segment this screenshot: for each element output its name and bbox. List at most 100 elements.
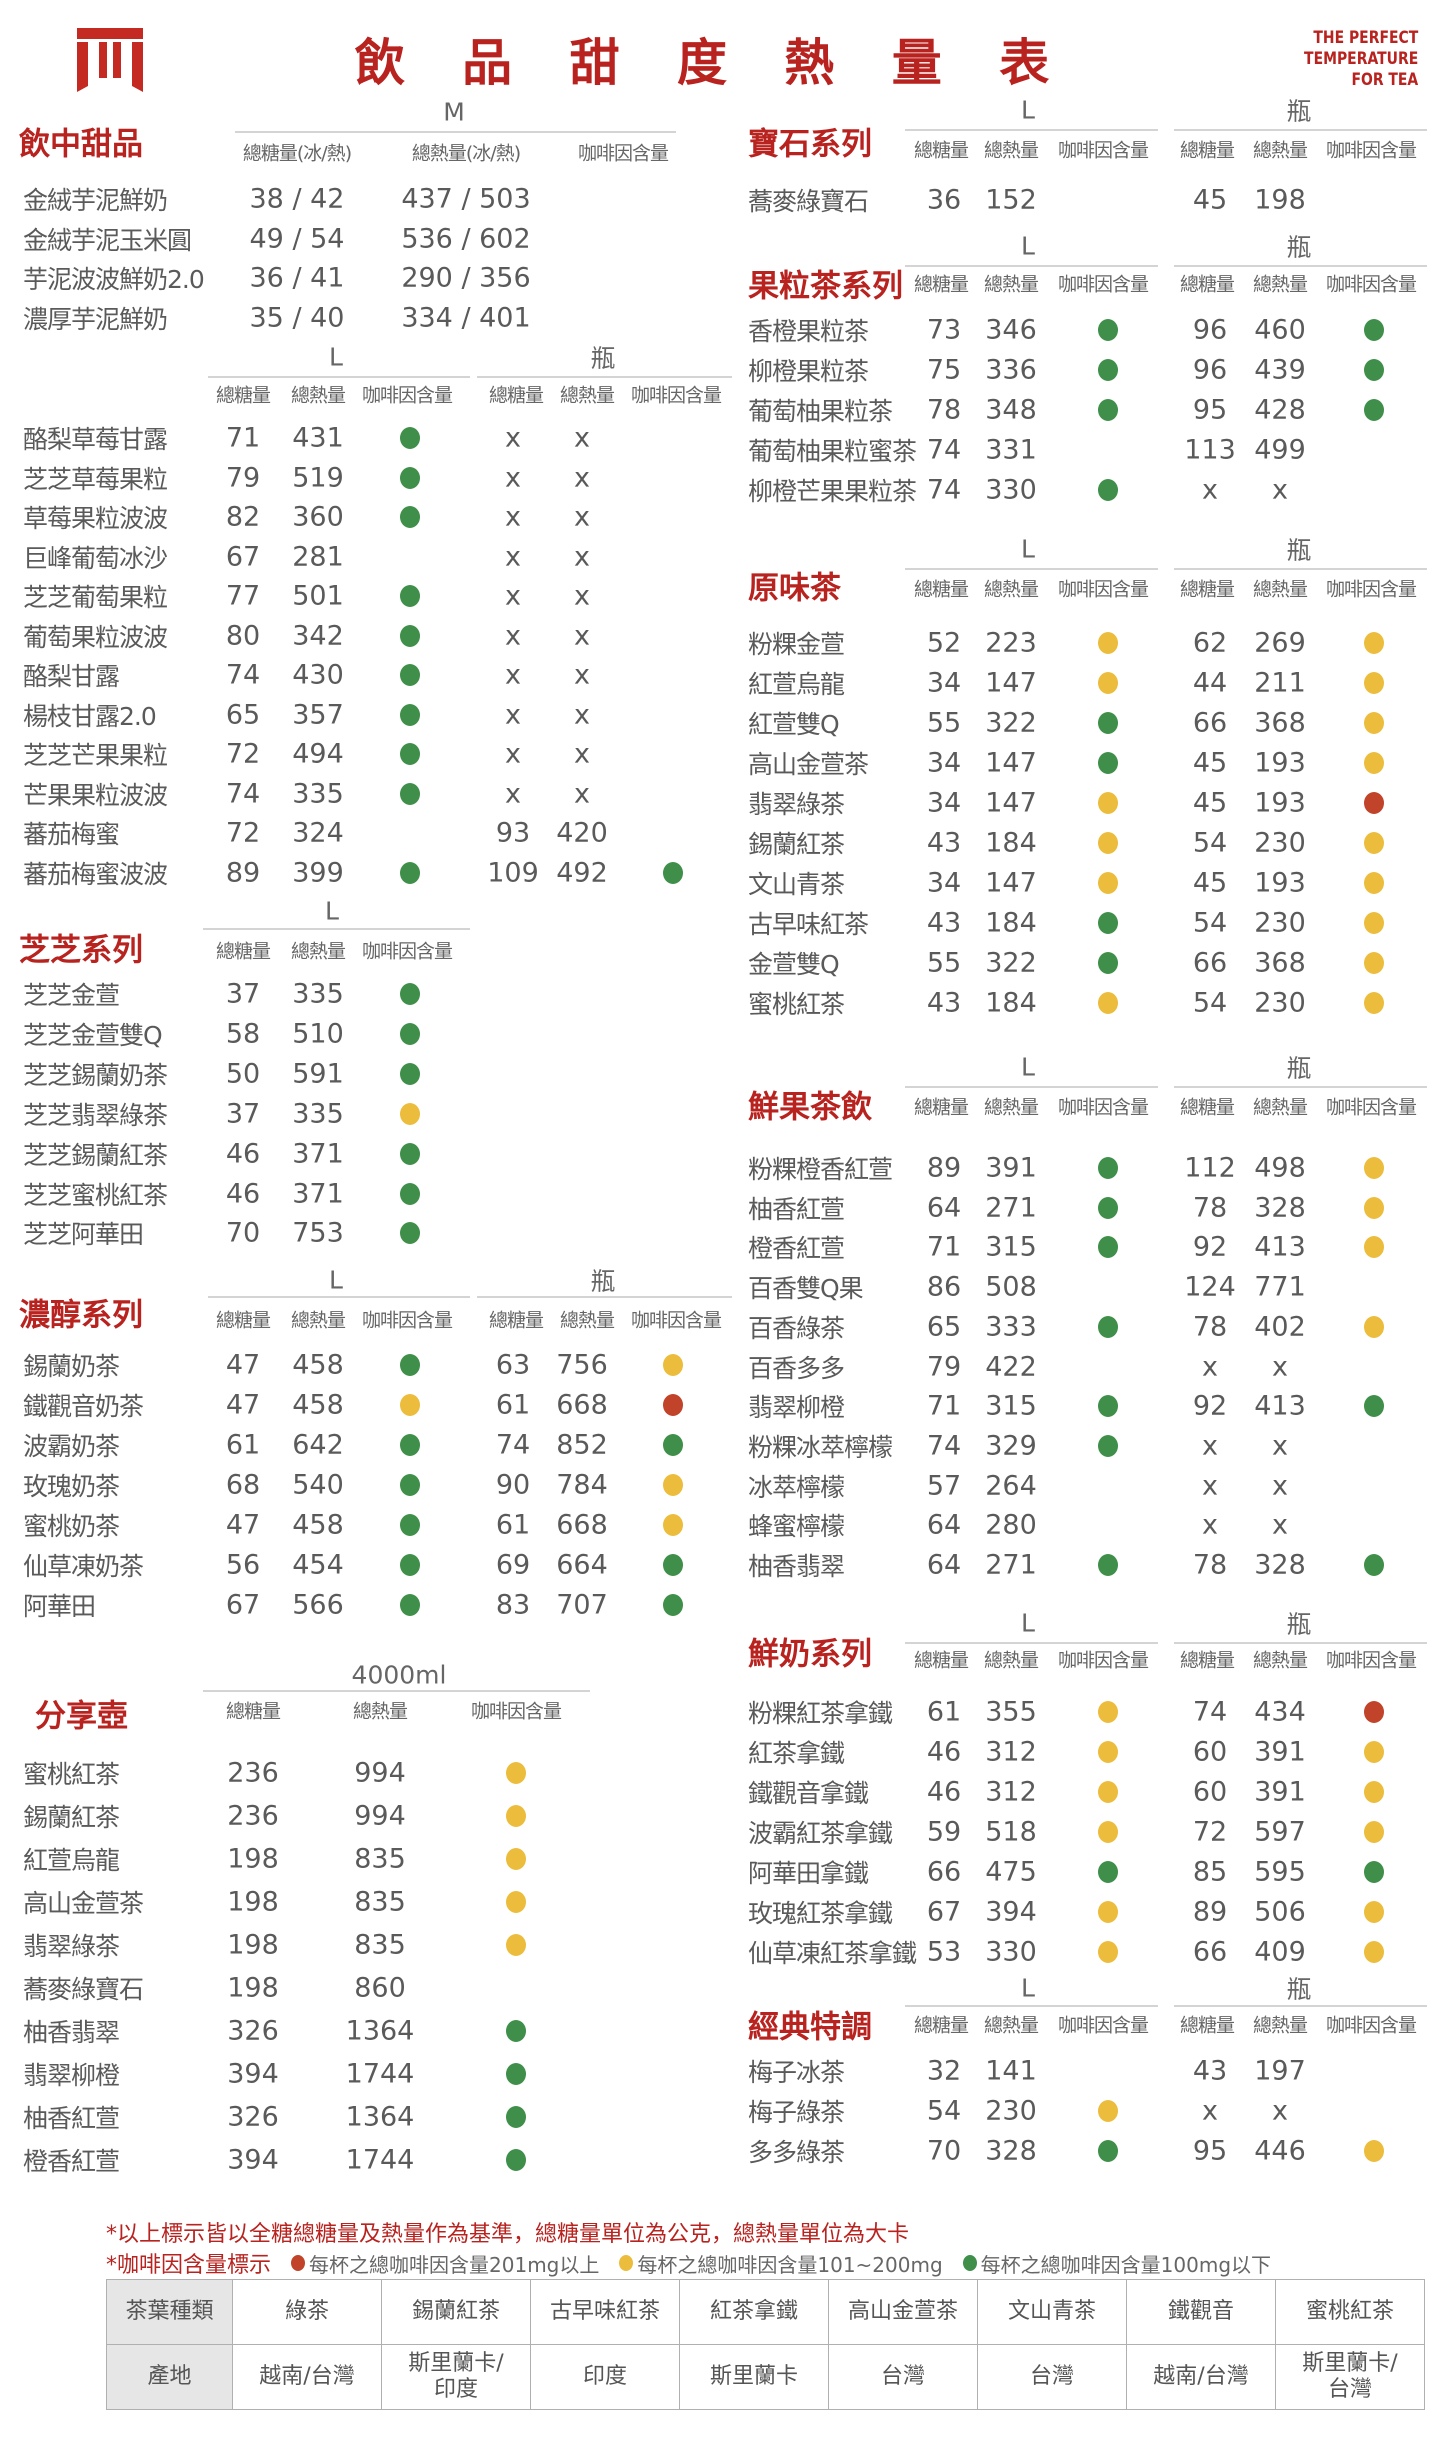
tea-cell: 文山青茶 <box>977 2279 1127 2345</box>
calorie-value: 348 <box>985 394 1037 426</box>
sugar-value: 74 <box>225 778 261 809</box>
drink-name: 葡萄柚果粒茶 <box>748 397 893 426</box>
drink-name: 百香雙Q果 <box>748 1274 864 1304</box>
size-label: L <box>325 896 339 926</box>
bottle-sugar-value: x <box>505 580 521 612</box>
sugar-value: 89 <box>926 1152 962 1184</box>
sugar-value: 50 <box>225 1058 261 1090</box>
column-header: 總糖量 <box>1179 1649 1235 1672</box>
sugar-value: 198 <box>227 1886 279 1918</box>
size-divider <box>905 1086 1158 1088</box>
bottle-calorie-value: 668 <box>556 1509 608 1541</box>
green-caffeine-dot-icon <box>400 782 420 805</box>
column-header: 咖啡因含量 <box>1325 1649 1417 1672</box>
yellow-caffeine-dot-icon <box>1098 832 1118 854</box>
calorie-value: 501 <box>292 580 344 612</box>
green-caffeine-dot-icon <box>1098 1395 1118 1418</box>
bottle-sugar-value: x <box>1202 1351 1218 1382</box>
bottle-sugar-value: 72 <box>1192 1816 1228 1848</box>
calorie-value: 322 <box>985 707 1037 739</box>
calorie-value: 315 <box>985 1231 1037 1263</box>
sugar-value: 70 <box>926 2135 962 2167</box>
red-caffeine-dot-icon <box>663 1394 683 1416</box>
calorie-value: 271 <box>985 1192 1037 1224</box>
green-caffeine-dot-icon <box>663 1594 683 1616</box>
bottle-sugar-value: x <box>1202 2095 1218 2127</box>
origin-cell: 台灣 <box>977 2344 1127 2410</box>
sugar-value: 198 <box>227 1972 279 2004</box>
sugar-value: 64 <box>926 1192 962 1224</box>
yellow-caffeine-dot-icon <box>1364 632 1384 654</box>
origin-cell: 斯里蘭卡/ 台灣 <box>1275 2344 1425 2410</box>
section-title: 原味茶 <box>748 570 841 607</box>
size-divider <box>905 1642 1158 1644</box>
bottle-sugar-value: 96 <box>1192 314 1228 346</box>
drink-name: 紅萱雙Q <box>748 710 840 739</box>
drink-name: 柚香翡翠 <box>748 1552 845 1581</box>
green-caffeine-dot-icon <box>400 506 420 528</box>
drink-name: 香橙果粒茶 <box>748 317 869 346</box>
size-label: M <box>443 97 465 127</box>
bottle-calorie-value: 391 <box>1254 1736 1306 1768</box>
yellow-caffeine-dot-icon <box>1364 872 1384 894</box>
row-header: 茶葉種類 <box>106 2279 233 2345</box>
calorie-value: 458 <box>292 1349 344 1381</box>
drink-name: 粉粿紅茶拿鐵 <box>748 1699 893 1728</box>
column-header: 總糖量 <box>913 2014 969 2037</box>
drink-name: 蕎麥綠寶石 <box>23 1975 144 2004</box>
calorie-value: 141 <box>985 2055 1037 2087</box>
drink-name: 翡翠柳橙 <box>23 2061 120 2090</box>
bottle-calorie-value: x <box>574 778 590 809</box>
green-caffeine-dot-icon <box>506 2063 526 2085</box>
bottle-calorie-value: x <box>1272 1351 1288 1382</box>
legend-item-high: 每杯之總咖啡因含量201mg以上 <box>291 2249 599 2278</box>
yellow-caffeine-dot-icon <box>400 1102 420 1125</box>
drink-name: 芒果果粒波波 <box>23 780 168 810</box>
bottle-sugar-value: 92 <box>1192 1231 1228 1263</box>
size-divider <box>905 2005 1158 2007</box>
green-caffeine-dot-icon <box>1364 359 1384 381</box>
yellow-caffeine-dot-icon <box>506 1934 526 1956</box>
tagline-line: TEMPERATURE <box>1303 49 1418 69</box>
drink-name: 粉粿橙香紅萱 <box>748 1155 893 1184</box>
size-label: L <box>329 342 343 372</box>
column-header: 咖啡因含量 <box>1057 1096 1149 1119</box>
green-caffeine-dot-icon <box>400 1354 420 1376</box>
column-header: 總糖量 <box>1179 1096 1235 1119</box>
calorie-value: 394 <box>985 1896 1037 1928</box>
bottle-sugar-value: x <box>505 422 521 454</box>
bottle-calorie-value: x <box>574 501 590 533</box>
size-label: 瓶 <box>1286 233 1312 262</box>
sugar-value: 55 <box>926 707 962 739</box>
green-caffeine-dot-icon <box>1098 399 1118 421</box>
calorie-value: 342 <box>292 620 344 651</box>
calorie-value: 371 <box>292 1178 344 1209</box>
green-caffeine-dot-icon <box>506 2149 526 2171</box>
calorie-value: 280 <box>985 1509 1037 1541</box>
yellow-caffeine-dot-icon <box>1364 1741 1384 1763</box>
green-caffeine-dot-icon <box>1364 1554 1384 1576</box>
bottle-calorie-value: 420 <box>556 817 608 849</box>
column-header: 總熱量 <box>983 578 1039 601</box>
section-title: 飲中甜品 <box>19 126 143 163</box>
calorie-value: 430 <box>292 659 344 691</box>
yellow-caffeine-dot-icon <box>1364 912 1384 934</box>
drink-name: 芝芝翡翠綠茶 <box>23 1100 168 1130</box>
green-caffeine-dot-icon <box>400 1594 420 1616</box>
sugar-value: 65 <box>926 1311 962 1343</box>
sugar-value: 46 <box>225 1138 261 1170</box>
drink-name: 蜂蜜檸檬 <box>748 1512 845 1542</box>
size-divider <box>1174 1642 1427 1644</box>
sugar-value: 36 / 41 <box>249 262 345 294</box>
green-dot-icon <box>962 2255 977 2271</box>
calorie-value: 324 <box>292 817 344 849</box>
size-label: 瓶 <box>1286 536 1312 565</box>
bottle-sugar-value: x <box>1202 474 1218 506</box>
page-title: 飲 品 甜 度 熱 量 表 <box>354 33 1070 92</box>
bottle-sugar-value: 54 <box>1192 987 1228 1019</box>
drink-name: 芝芝蜜桃紅茶 <box>23 1180 168 1210</box>
bottle-sugar-value: 78 <box>1192 1549 1228 1581</box>
bottle-calorie-value: x <box>574 580 590 612</box>
sugar-value: 34 <box>926 867 962 899</box>
bottle-sugar-value: 45 <box>1192 184 1228 216</box>
